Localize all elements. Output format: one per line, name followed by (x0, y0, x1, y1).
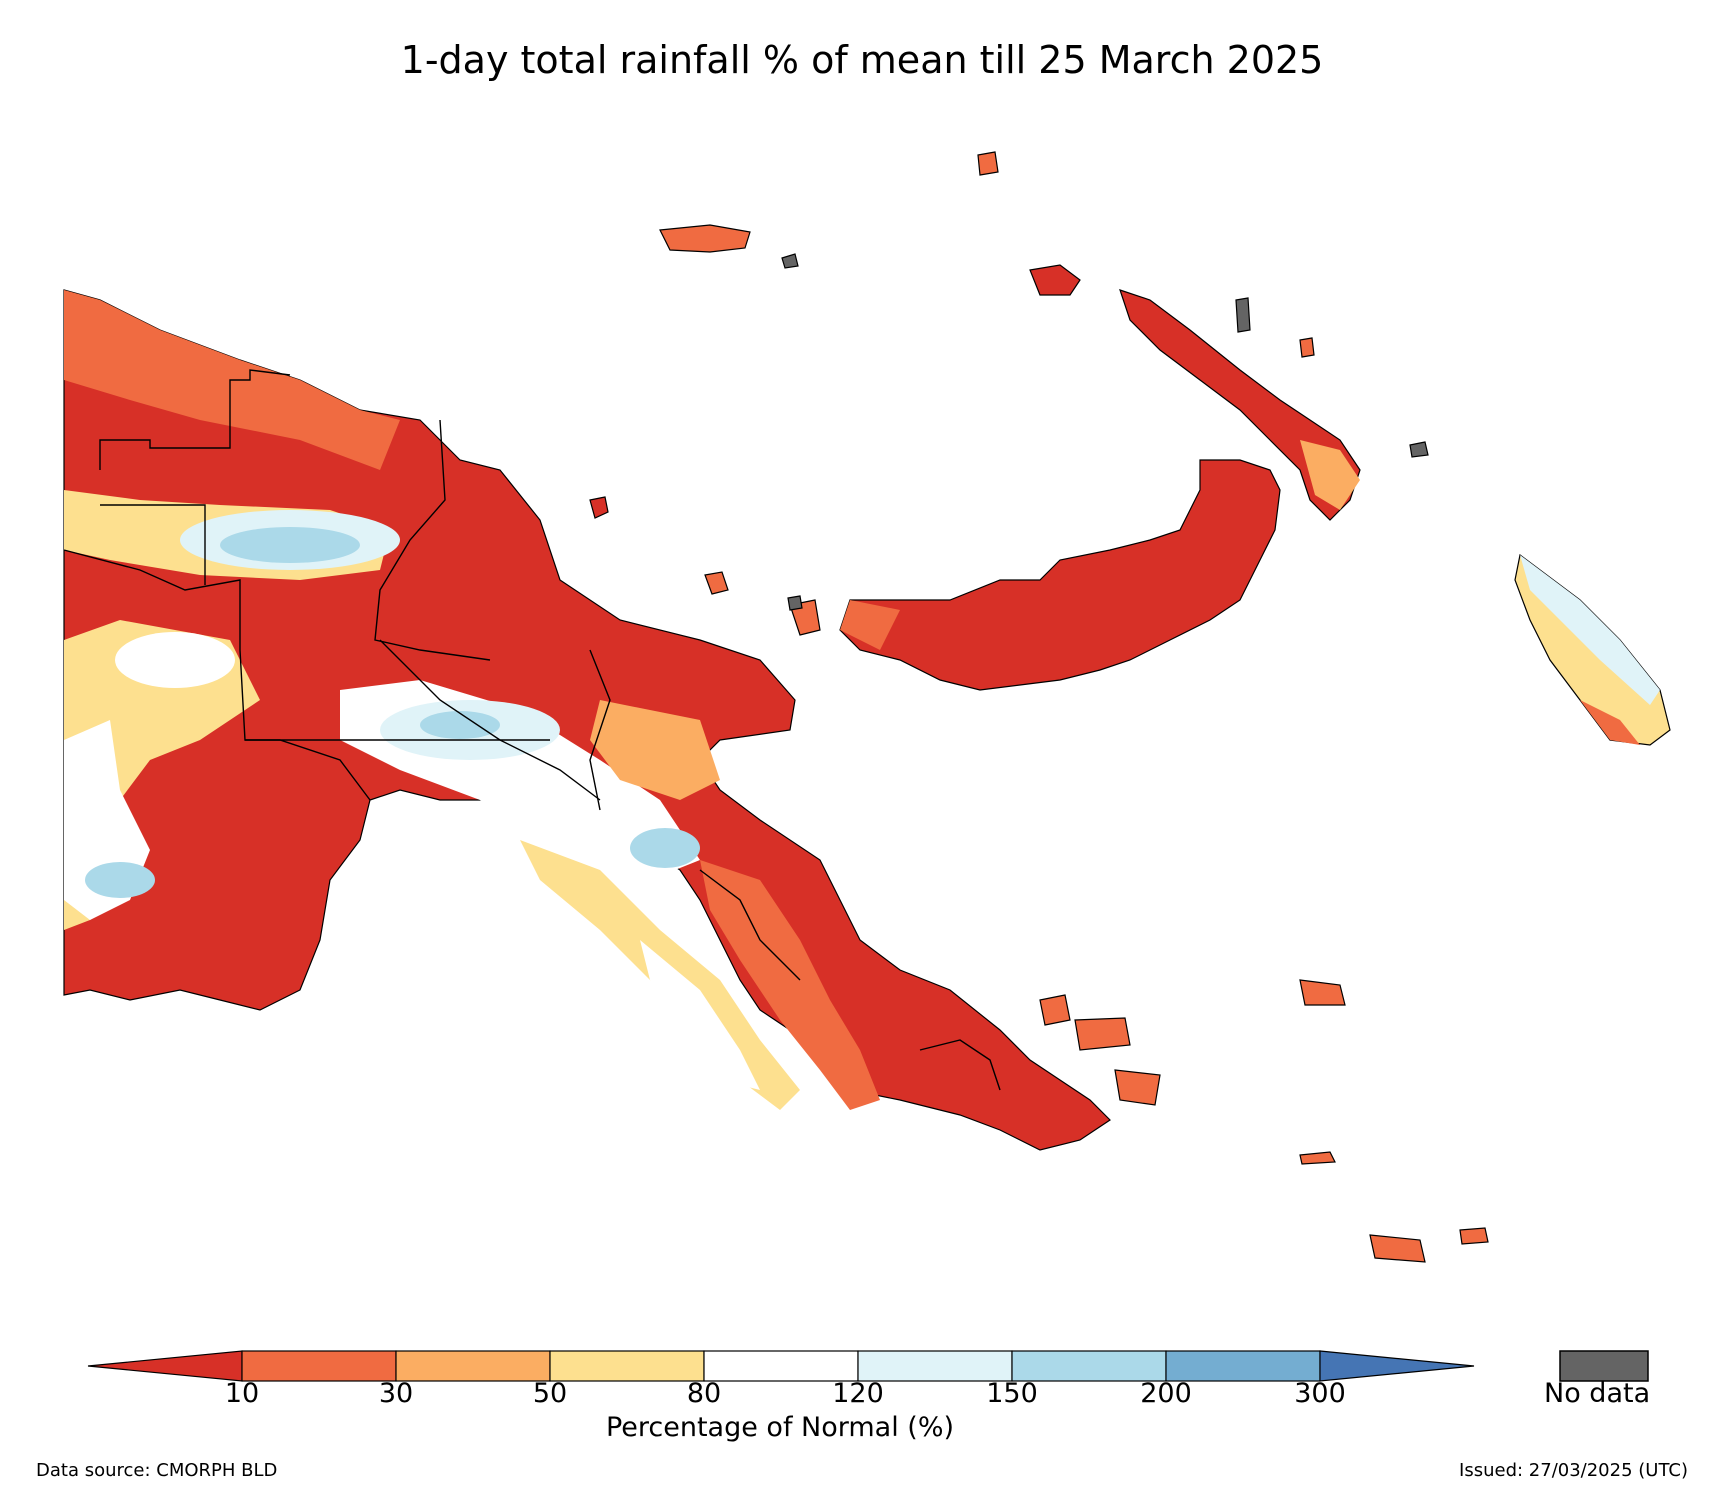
tick-label: 30 (378, 1378, 414, 1409)
east-blue (630, 828, 700, 868)
southwest-white-patch (115, 632, 235, 688)
no-data-swatch (1559, 1350, 1649, 1382)
map-title: 1-day total rainfall % of mean till 25 M… (400, 38, 1324, 82)
tick-label: 50 (532, 1378, 568, 1409)
data-source: Data source: CMORPH BLD (36, 1460, 278, 1481)
colorbar-bin-200-300 (1165, 1350, 1321, 1382)
buka-nodata (1235, 297, 1251, 333)
central-orange (590, 700, 720, 800)
mainland-new-guinea (63, 289, 1111, 1151)
colorbar-bin-50-80 (549, 1350, 705, 1382)
rainfall-map (63, 151, 1671, 1263)
central-blue (420, 711, 500, 739)
tick-label: 200 (1140, 1378, 1192, 1409)
dentrecasteaux-1 (1039, 994, 1071, 1026)
nissan-nodata (1409, 441, 1429, 458)
colorbar-bin-10-30 (241, 1350, 397, 1382)
colorbar-bin-120-150 (857, 1350, 1013, 1382)
mussau-island (977, 151, 999, 176)
sudest-island (1459, 1227, 1489, 1245)
colorbar-low-extend (87, 1350, 243, 1382)
dentrecasteaux-2 (1074, 1017, 1131, 1051)
woodlark-island (1299, 1151, 1336, 1165)
colorbar-bin-80-120 (703, 1350, 859, 1382)
trobriand-island (1299, 979, 1346, 1006)
colorbar-high-extend (1319, 1350, 1475, 1382)
bougainville-blue (1520, 555, 1660, 705)
tick-label: 150 (986, 1378, 1038, 1409)
new-ireland-orange (1300, 440, 1360, 510)
colorbar-bin-150-200 (1011, 1350, 1167, 1382)
karkar-island (589, 496, 609, 519)
southwest-blue (85, 862, 155, 898)
new-britain (839, 459, 1281, 691)
manus-island (659, 224, 751, 253)
new-britain-orange (840, 600, 900, 650)
tick-label: 80 (686, 1378, 722, 1409)
highlands-blue (220, 527, 360, 563)
vitiaz-island (704, 571, 729, 595)
no-data-label: No data (1544, 1378, 1651, 1409)
tick-label: 120 (832, 1378, 884, 1409)
issued-date: Issued: 27/03/2025 (UTC) (1459, 1460, 1688, 1481)
long-island-nodata (787, 595, 803, 611)
rossel-island (1369, 1234, 1426, 1263)
bougainville-orange (1580, 700, 1640, 745)
province-boundaries (63, 369, 1001, 1091)
colorbar-bin-30-50 (395, 1350, 551, 1382)
southeast-orange (700, 860, 880, 1110)
admiralty-nodata (781, 253, 799, 269)
tick-label: 300 (1294, 1378, 1346, 1409)
tabar-island (1299, 337, 1315, 358)
dentrecasteaux-3 (1114, 1069, 1161, 1106)
colorbar-label: Percentage of Normal (%) (605, 1412, 955, 1443)
southeast-white (640, 940, 760, 1090)
new-hanover (1029, 264, 1081, 296)
tick-label: 10 (224, 1378, 260, 1409)
